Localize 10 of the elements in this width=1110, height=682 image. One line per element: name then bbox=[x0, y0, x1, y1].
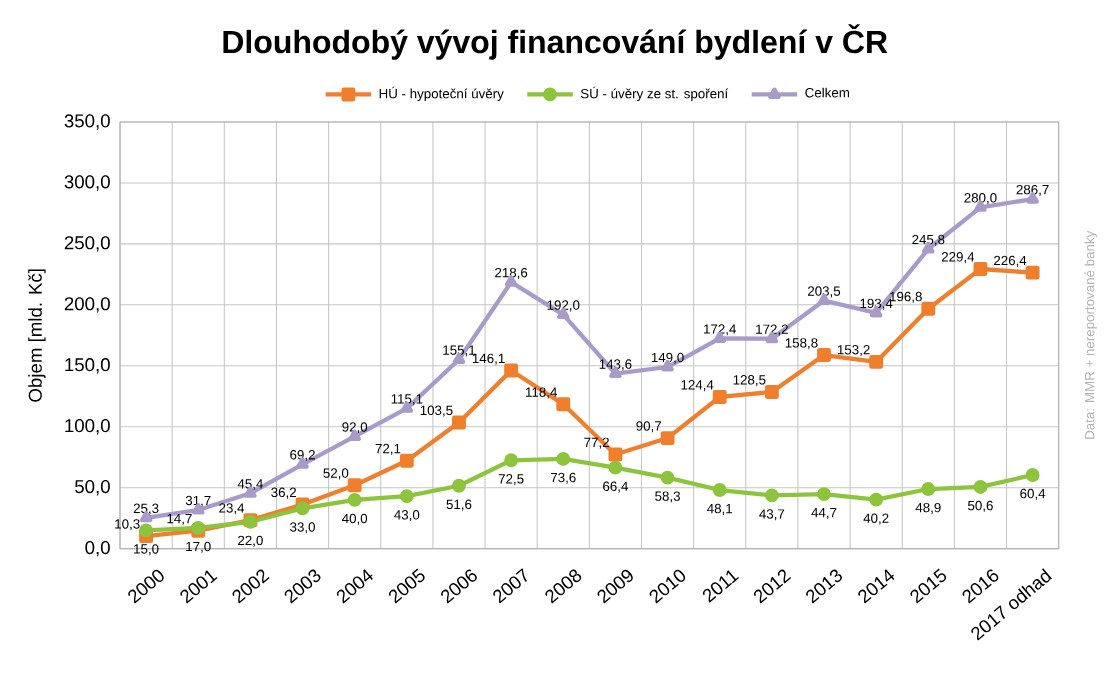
y-tick-label: 200,0 bbox=[64, 297, 110, 313]
y-tick-label: 0,0 bbox=[85, 540, 110, 557]
y-tick-label: 350,0 bbox=[64, 114, 110, 130]
y-tick-label: 100,0 bbox=[65, 419, 110, 435]
chart-title: Dlouhodobý vývoj financování bydlení v ČR bbox=[223, 24, 888, 60]
y-axis-title: Objem [mld. Kč] bbox=[28, 269, 46, 402]
y-tick-label: 50,0 bbox=[75, 480, 110, 496]
y-tick-label: 300,0 bbox=[64, 175, 110, 191]
y-tick-label: 150,0 bbox=[65, 358, 110, 374]
y-tick-label: 250,0 bbox=[64, 236, 110, 252]
